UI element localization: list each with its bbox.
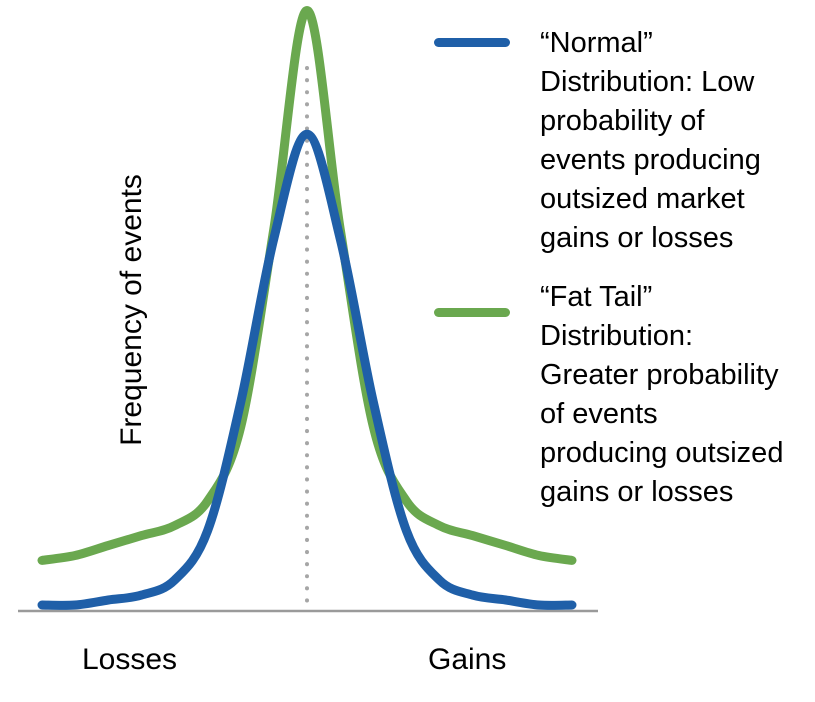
x-axis-label-losses: Losses <box>82 643 178 676</box>
legend-label-normal: “Normal” Distribution: Low probability o… <box>540 27 761 254</box>
y-axis-label: Frequency of events <box>115 174 148 446</box>
plot-area <box>18 6 598 613</box>
legend-swatch-fat-tail <box>434 308 510 317</box>
series-line-fat-tail <box>37 6 577 565</box>
series-line-normal <box>37 129 577 610</box>
legend-swatch-normal <box>434 38 510 47</box>
x-axis-label-gains: Gains <box>428 643 507 676</box>
legend-label-fat-tail: “Fat Tail” Distribution: Greater probabi… <box>540 281 784 508</box>
